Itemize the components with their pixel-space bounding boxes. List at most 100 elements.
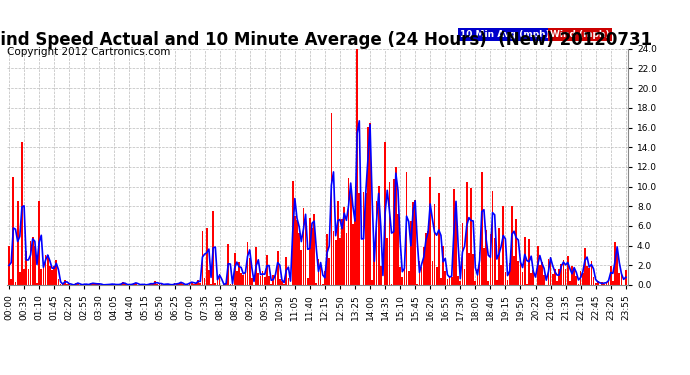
Bar <box>369 123 371 285</box>
Bar <box>410 221 412 285</box>
Bar <box>107 284 109 285</box>
Bar <box>464 269 466 285</box>
Bar <box>580 271 582 285</box>
Bar <box>97 284 98 285</box>
Bar <box>601 282 603 285</box>
Bar <box>367 127 368 285</box>
Bar <box>17 201 19 285</box>
Bar <box>575 276 578 285</box>
Bar <box>593 276 594 285</box>
Bar <box>197 280 199 285</box>
Bar <box>586 266 588 285</box>
Bar <box>350 188 352 285</box>
Bar <box>232 283 233 285</box>
Bar <box>451 276 453 285</box>
Bar <box>404 260 405 285</box>
Bar <box>279 279 281 285</box>
Bar <box>378 186 380 285</box>
Bar <box>81 284 83 285</box>
Bar <box>234 253 235 285</box>
Bar <box>26 251 27 285</box>
Bar <box>128 284 130 285</box>
Bar <box>414 200 416 285</box>
Bar <box>489 234 491 285</box>
Bar <box>440 278 442 285</box>
Bar <box>529 239 530 285</box>
Text: Copyright 2012 Cartronics.com: Copyright 2012 Cartronics.com <box>7 47 170 57</box>
Bar <box>313 214 315 285</box>
Bar <box>305 220 306 285</box>
Bar <box>208 270 210 285</box>
Bar <box>182 284 184 285</box>
Bar <box>135 283 137 285</box>
Bar <box>242 275 244 285</box>
Bar <box>322 284 324 285</box>
Bar <box>94 284 96 285</box>
Bar <box>558 269 560 285</box>
Bar <box>446 279 448 285</box>
Bar <box>55 260 57 285</box>
Bar <box>109 284 111 285</box>
Bar <box>352 224 354 285</box>
Bar <box>606 282 607 285</box>
Bar <box>281 281 283 285</box>
Bar <box>159 283 160 285</box>
Bar <box>504 272 506 285</box>
Bar <box>264 277 266 285</box>
Bar <box>591 261 592 285</box>
Bar <box>201 231 204 285</box>
Bar <box>522 272 524 285</box>
Bar <box>560 264 562 285</box>
Bar <box>511 206 513 285</box>
Text: 10 Min Avg (mph): 10 Min Avg (mph) <box>460 30 550 39</box>
Bar <box>174 284 175 285</box>
Bar <box>457 276 459 285</box>
Bar <box>483 248 485 285</box>
Bar <box>161 284 162 285</box>
Bar <box>66 284 68 285</box>
Bar <box>68 284 70 285</box>
Bar <box>386 238 388 285</box>
Bar <box>421 267 422 285</box>
Bar <box>393 179 395 285</box>
Bar <box>496 280 497 285</box>
Bar <box>423 247 424 285</box>
Bar <box>513 256 515 285</box>
Bar <box>485 230 487 285</box>
Bar <box>564 269 566 285</box>
Bar <box>30 241 32 285</box>
Bar <box>543 276 545 285</box>
Bar <box>500 265 502 285</box>
Bar <box>524 237 526 285</box>
Bar <box>433 204 435 285</box>
Bar <box>419 261 420 285</box>
Bar <box>141 284 143 285</box>
Bar <box>186 284 188 285</box>
Bar <box>578 284 580 285</box>
Bar <box>324 271 326 285</box>
Bar <box>206 228 208 285</box>
Bar <box>307 279 308 285</box>
Bar <box>28 269 29 285</box>
Bar <box>556 281 558 285</box>
Bar <box>436 267 437 285</box>
Bar <box>191 282 193 285</box>
Bar <box>303 209 304 285</box>
Bar <box>455 214 457 285</box>
Bar <box>348 178 349 285</box>
Bar <box>333 231 335 285</box>
Bar <box>408 271 410 285</box>
Bar <box>460 281 461 285</box>
Bar <box>49 266 51 285</box>
Bar <box>122 282 124 285</box>
Bar <box>339 238 341 285</box>
Bar <box>616 252 618 285</box>
Bar <box>326 234 328 285</box>
Bar <box>275 274 277 285</box>
Bar <box>309 219 310 285</box>
Bar <box>402 276 403 285</box>
Bar <box>157 284 158 285</box>
Bar <box>531 273 532 285</box>
Bar <box>614 242 616 285</box>
Bar <box>266 255 268 285</box>
